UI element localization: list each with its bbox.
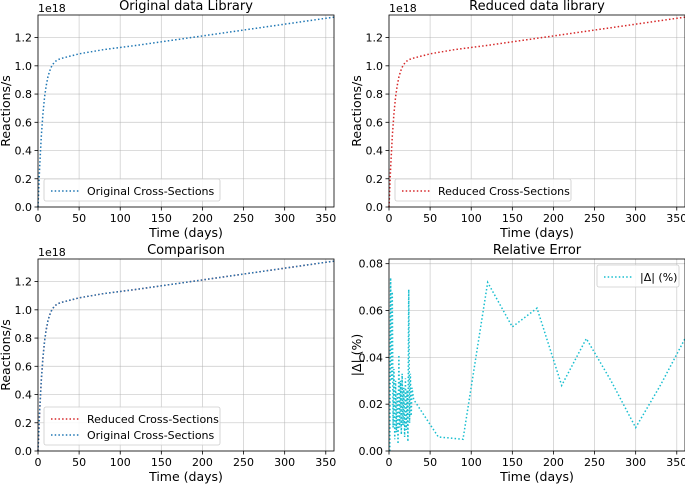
x-tick-label: 300 bbox=[625, 212, 646, 225]
y-tick-label: 0.08 bbox=[359, 258, 384, 271]
y-tick-label: 1.2 bbox=[366, 32, 384, 45]
y-axis-label: Reactions/s bbox=[0, 319, 13, 391]
x-tick-label: 350 bbox=[666, 212, 685, 225]
series-line-1 bbox=[37, 16, 335, 208]
chart-title: Comparison bbox=[147, 243, 225, 258]
y-tick-label: 0.0 bbox=[15, 445, 33, 458]
legend: Original Cross-Sections bbox=[43, 178, 221, 202]
chart-panel-2: 0 50 100 150 200 250 300 350 0.0 0.2 0.4 0.6 0.8 1.0 1… bbox=[349, 0, 685, 240]
y-tick-label: 1.2 bbox=[15, 276, 33, 289]
x-tick-label: 350 bbox=[315, 456, 336, 469]
legend-label-1: Reduced Cross-Sections bbox=[87, 413, 219, 426]
series-line-2 bbox=[37, 260, 335, 452]
x-tick-label: 50 bbox=[423, 212, 437, 225]
x-tick-label: 350 bbox=[666, 456, 685, 469]
legend-label-1: |Δ| (%) bbox=[640, 271, 677, 284]
legend-label-2: Original Cross-Sections bbox=[87, 429, 215, 442]
plot-frame bbox=[388, 14, 685, 208]
y-tick-label: 0.6 bbox=[366, 116, 384, 129]
x-tick-label: 100 bbox=[110, 456, 131, 469]
x-tick-label: 200 bbox=[192, 456, 213, 469]
x-tick-label: 250 bbox=[584, 212, 605, 225]
y-tick-label: 0.8 bbox=[15, 332, 33, 345]
y-tick-label: 0.2 bbox=[366, 173, 384, 186]
x-tick-label: 100 bbox=[461, 456, 482, 469]
y-tick-label: 0.2 bbox=[15, 173, 33, 186]
chart-title: Original data Library bbox=[119, 0, 253, 14]
y-tick-label: 0.0 bbox=[15, 201, 33, 214]
x-tick-label: 200 bbox=[192, 212, 213, 225]
legend-box bbox=[394, 178, 572, 202]
x-axis-label: Time (days) bbox=[499, 469, 574, 484]
y-tick-label: 0.4 bbox=[366, 145, 384, 158]
x-tick-label: 200 bbox=[543, 212, 564, 225]
x-axis-label: Time (days) bbox=[148, 225, 223, 240]
axis-offset-text: 1e18 bbox=[38, 246, 66, 259]
y-axis-label: Reactions/s bbox=[0, 75, 13, 147]
x-tick-label: 350 bbox=[315, 212, 336, 225]
x-tick-label: 150 bbox=[151, 456, 172, 469]
x-tick-label: 100 bbox=[461, 212, 482, 225]
legend-box bbox=[43, 406, 221, 446]
x-tick-label: 0 bbox=[35, 212, 42, 225]
y-tick-label: 0.4 bbox=[15, 145, 33, 158]
y-tick-label: 1.2 bbox=[15, 32, 33, 45]
axis-offset-text: 1e18 bbox=[38, 2, 66, 15]
y-tick-label: 1.0 bbox=[15, 304, 33, 317]
y-tick-label: 0.6 bbox=[15, 360, 33, 373]
y-tick-label: 1.0 bbox=[15, 60, 33, 73]
legend-box bbox=[596, 264, 680, 288]
series-line-1 bbox=[389, 277, 685, 452]
y-tick-label: 0.02 bbox=[359, 398, 384, 411]
y-tick-label: 0.6 bbox=[15, 116, 33, 129]
x-tick-label: 250 bbox=[233, 212, 254, 225]
y-tick-label: 0.2 bbox=[15, 417, 33, 430]
x-tick-label: 0 bbox=[35, 456, 42, 469]
x-tick-label: 150 bbox=[151, 212, 172, 225]
x-tick-label: 250 bbox=[584, 456, 605, 469]
y-tick-label: 0.0 bbox=[366, 201, 384, 214]
x-axis-label: Time (days) bbox=[148, 469, 223, 484]
x-tick-label: 50 bbox=[423, 456, 437, 469]
y-tick-label: 0.4 bbox=[15, 389, 33, 402]
x-tick-label: 150 bbox=[502, 212, 523, 225]
axis-offset-text: 1e18 bbox=[389, 2, 417, 15]
y-tick-label: 0.8 bbox=[15, 88, 33, 101]
legend-label-1: Reduced Cross-Sections bbox=[438, 185, 570, 198]
x-tick-label: 50 bbox=[72, 212, 86, 225]
legend: Reduced Cross-Sections Original Cross-Sec… bbox=[43, 406, 221, 446]
y-axis-label: |Δ| (%) bbox=[349, 334, 364, 377]
y-tick-label: 0.8 bbox=[366, 88, 384, 101]
chart-title: Reduced data library bbox=[469, 0, 605, 14]
legend-box bbox=[43, 178, 221, 202]
legend: |Δ| (%) bbox=[596, 264, 680, 288]
chart-title: Relative Error bbox=[493, 243, 582, 258]
y-axis-label: Reactions/s bbox=[349, 75, 364, 147]
y-tick-label: 1.0 bbox=[366, 60, 384, 73]
x-tick-label: 200 bbox=[543, 456, 564, 469]
legend-label-1: Original Cross-Sections bbox=[87, 185, 215, 198]
chart-panel-4: 0 50 100 150 200 250 300 350 0.00 0.02 0.04 0.06 0.0… bbox=[349, 243, 685, 484]
x-tick-label: 100 bbox=[110, 212, 131, 225]
x-tick-label: 50 bbox=[72, 456, 86, 469]
legend: Reduced Cross-Sections bbox=[394, 178, 572, 202]
y-tick-label: 0.00 bbox=[359, 445, 384, 458]
series-line-1 bbox=[388, 16, 685, 208]
x-axis-label: Time (days) bbox=[499, 225, 574, 240]
chart-panel-1: 0 50 100 150 200 250 300 350 0.0 0.2 0.4 0.6 0.8 1.0 1… bbox=[0, 0, 336, 240]
y-tick-label: 0.04 bbox=[359, 351, 384, 364]
x-tick-label: 300 bbox=[625, 456, 646, 469]
x-tick-label: 0 bbox=[386, 456, 393, 469]
plot-frame bbox=[388, 258, 685, 452]
x-tick-label: 300 bbox=[274, 212, 295, 225]
x-tick-label: 300 bbox=[274, 456, 295, 469]
plot-frame bbox=[37, 258, 335, 452]
x-tick-label: 250 bbox=[233, 456, 254, 469]
y-tick-label: 0.06 bbox=[359, 305, 384, 318]
x-tick-label: 150 bbox=[502, 456, 523, 469]
x-tick-label: 0 bbox=[386, 212, 393, 225]
plot-frame bbox=[37, 14, 335, 208]
chart-panel-3: 0 50 100 150 200 250 300 350 0.0 0.2 0.4 0.6 0.8 1.0 1… bbox=[0, 243, 336, 484]
